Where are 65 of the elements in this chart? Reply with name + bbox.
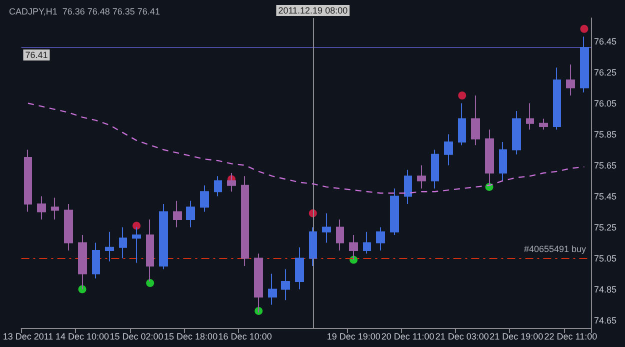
y-tick-label: 74.65 <box>594 315 617 326</box>
y-tick-label: 76.25 <box>594 67 617 78</box>
y-tick-label: 75.05 <box>594 253 617 264</box>
point <box>580 24 588 33</box>
candlestick <box>363 231 371 254</box>
point <box>132 222 141 230</box>
y-tick-label: 75.25 <box>594 222 617 232</box>
y-tick-label: 75.85 <box>594 129 617 140</box>
candlestick <box>458 102 466 146</box>
candlestick <box>51 197 59 220</box>
candlestick <box>404 169 412 204</box>
x-tick-label: 20 Dec 11:00 <box>381 332 434 342</box>
candlestick <box>105 231 114 262</box>
candlestick <box>200 184 209 212</box>
x-tick-label: 21 Dec 19:00 <box>490 332 544 342</box>
candlestick <box>580 36 589 93</box>
x-tick-label: 15 Dec 18:00 <box>164 332 218 342</box>
candlestick <box>309 226 317 266</box>
candlestick <box>268 273 277 306</box>
candlestick <box>186 200 195 228</box>
candlestick <box>431 149 439 189</box>
candlestick <box>241 176 249 266</box>
candlestick <box>24 149 32 212</box>
text: 2011.12.19 08:00 <box>278 6 348 16</box>
candlestick <box>336 219 344 251</box>
candlestick <box>512 110 521 155</box>
x-tick-label: 16 Dec 10:00 <box>218 332 272 342</box>
candlestick <box>37 196 46 220</box>
x-tick-label: 15 Dec 02:00 <box>110 332 164 342</box>
candlestick <box>471 95 480 146</box>
candlestick <box>295 246 304 290</box>
candlestick <box>159 204 168 270</box>
candlestick <box>214 176 222 197</box>
candlestick <box>553 67 561 130</box>
candlestick <box>376 226 385 251</box>
candlestick <box>499 142 507 182</box>
line-series <box>27 102 585 194</box>
candlestick <box>539 118 548 130</box>
candlestick <box>417 164 426 189</box>
x-tick-label: 22 Dec 11:00 <box>544 332 598 342</box>
y-tick-label: 76.05 <box>594 98 617 108</box>
chart-title: CADJPY,H1 76.36 76.48 76.35 76.41 <box>9 6 160 16</box>
point <box>458 92 466 100</box>
candlestick <box>254 253 263 313</box>
candlestick <box>322 212 331 244</box>
candlestick <box>281 268 290 301</box>
candlestick <box>64 204 73 251</box>
candlestick <box>173 200 182 228</box>
candlestick <box>526 102 534 130</box>
x-tick-label: 19 Dec 19:00 <box>326 332 380 342</box>
ref-line-label: #40655491 buy <box>524 244 586 254</box>
x-tick-label: 21 Dec 03:00 <box>435 332 489 342</box>
y-tick-label: 74.85 <box>594 284 617 294</box>
y-tick-label: 75.45 <box>594 191 617 202</box>
candlestick <box>566 64 575 96</box>
y-tick-label: 75.65 <box>594 160 617 170</box>
candlestick <box>92 242 100 279</box>
ref-line-label: 76.41 <box>25 50 48 60</box>
y-tick-label: 76.45 <box>594 36 617 46</box>
point <box>146 279 154 288</box>
candlestick <box>119 226 127 259</box>
candlestick <box>390 188 399 236</box>
x-tick-label: 14 Dec 10:00 <box>55 332 110 342</box>
candlestick <box>444 134 453 166</box>
x-tick-label: 13 Dec 2011 <box>2 332 54 342</box>
